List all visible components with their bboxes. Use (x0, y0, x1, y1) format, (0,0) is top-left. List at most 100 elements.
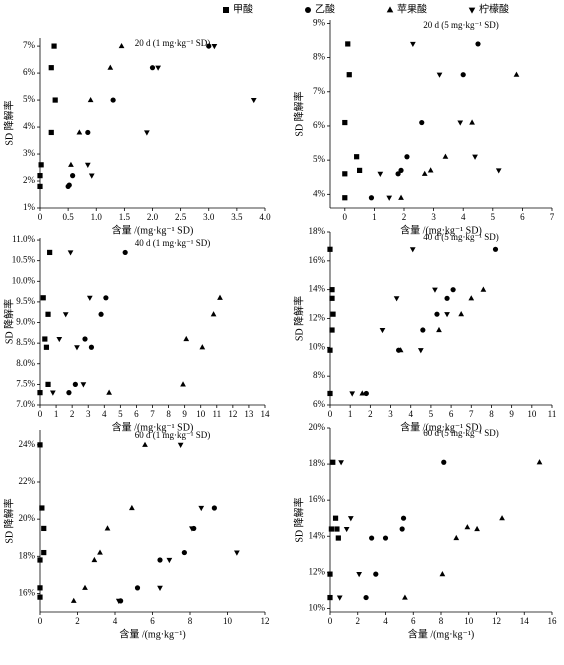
point (38, 162, 44, 168)
point (419, 119, 425, 126)
x-tick-label: 0 (38, 409, 43, 419)
point (49, 390, 56, 396)
point (335, 535, 341, 541)
point (88, 173, 95, 179)
point (250, 97, 257, 104)
point (48, 65, 54, 71)
x-axis-label: 含量 /(mg·kg⁻¹ SD) (112, 420, 194, 433)
point (82, 336, 88, 342)
y-tick-label: 7.0% (16, 399, 35, 409)
point (468, 295, 475, 301)
point (86, 295, 93, 301)
y-tick-label: 22% (19, 476, 36, 486)
y-tick-label: 10.5% (12, 255, 36, 265)
point (398, 194, 404, 200)
x-tick-label: 0 (328, 409, 333, 419)
point (332, 515, 339, 521)
point (432, 287, 438, 293)
x-tick-label: 5 (491, 212, 496, 222)
point (436, 326, 442, 333)
panel: 10% 12% 14% 16% 18% 20% 0 2 4 6 8 10 12 14 16 60 d (5 m… (292, 422, 557, 640)
y-tick-label: 3% (23, 148, 36, 158)
point (444, 312, 450, 318)
x-tick-label: 1 (348, 409, 353, 419)
y-tick-label: 8.0% (16, 358, 35, 368)
point (457, 120, 464, 126)
point (439, 570, 446, 577)
panel-title: 20 d (1 mg·kg⁻¹ SD) (135, 38, 210, 48)
point (118, 42, 125, 49)
point (129, 504, 135, 511)
x-tick-label: 5 (118, 409, 123, 419)
point (70, 173, 76, 179)
y-tick-label: 14% (309, 530, 326, 540)
point (397, 347, 404, 353)
x-axis-label: 含量 /(mg·kg⁻¹ SD) (400, 223, 482, 236)
point (104, 525, 111, 531)
y-tick-label: 12% (309, 566, 326, 576)
point (357, 167, 363, 173)
y-tick-label: 5% (23, 94, 36, 104)
point (177, 442, 184, 448)
y-tick-label: 10% (309, 602, 326, 612)
y-tick-label: 16% (19, 587, 36, 597)
y-tick-label: 7% (23, 40, 36, 50)
x-tick-label: 6 (449, 409, 454, 419)
panel-title: 40 d (1 mg·kg⁻¹ SD) (135, 238, 210, 248)
point (211, 44, 218, 50)
x-tick-label: 8 (188, 616, 193, 626)
x-tick-label: 3.5 (231, 212, 243, 222)
x-tick-label: 2 (70, 409, 75, 419)
point (134, 585, 141, 591)
y-tick-label: 9.5% (16, 296, 35, 306)
x-tick-label: 12 (492, 616, 501, 626)
x-tick-label: 12 (261, 616, 270, 626)
y-axis-label: SD 降解率 (2, 100, 15, 145)
x-tick-label: 4 (113, 616, 118, 626)
point (144, 130, 150, 136)
x-tick-label: 4 (408, 409, 413, 419)
point (329, 295, 335, 301)
x-tick-label: 0.5 (63, 212, 75, 222)
point (183, 335, 190, 342)
point (329, 327, 335, 333)
legend-label: 苹果酸 (397, 2, 427, 15)
point (45, 381, 51, 387)
point (427, 167, 434, 173)
x-tick-label: 11 (548, 409, 557, 419)
point (441, 459, 447, 465)
point (400, 515, 407, 521)
point (37, 594, 43, 600)
point (37, 585, 43, 591)
point (110, 97, 116, 103)
y-tick-label: 11.0% (12, 234, 35, 244)
point (492, 246, 499, 252)
point (149, 65, 156, 71)
point (450, 287, 456, 293)
x-axis-label: 含量 /(mg·kg⁻¹ SD) (112, 223, 194, 236)
point (103, 295, 109, 301)
x-tick-label: 10 (223, 616, 233, 626)
point (377, 171, 384, 177)
point (157, 585, 163, 591)
point (460, 72, 466, 78)
point (42, 336, 48, 342)
point (402, 594, 408, 600)
point (37, 442, 43, 448)
legend-marker (468, 7, 476, 14)
y-tick-label: 9.0% (16, 317, 35, 327)
x-tick-label: 1.0 (91, 212, 103, 222)
point (368, 195, 375, 201)
point (74, 345, 80, 351)
point (327, 347, 333, 353)
x-tick-label: 0 (328, 616, 333, 626)
point (464, 524, 471, 530)
point (51, 43, 57, 49)
y-tick-label: 6% (313, 399, 326, 409)
point (56, 336, 63, 343)
point (329, 287, 335, 293)
point (62, 312, 69, 318)
panel: 7.0% 7.5% 8.0% 8.5% 9.0% 9.5% 10.0% 10.5% 11.0% 0… (2, 234, 270, 433)
y-tick-label: 4% (23, 121, 36, 131)
x-tick-label: 7 (550, 212, 555, 222)
